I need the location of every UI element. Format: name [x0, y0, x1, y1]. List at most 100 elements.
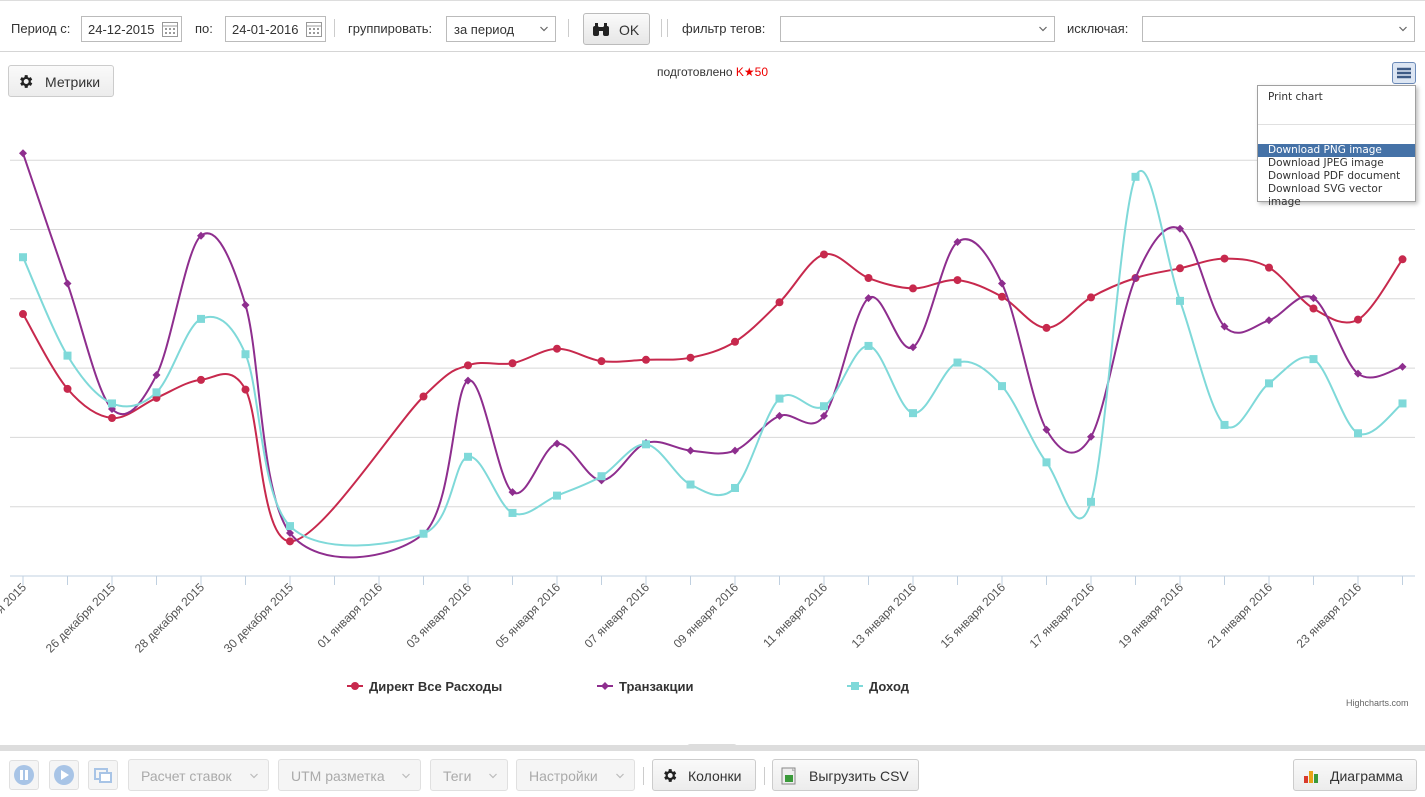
data-point[interactable] [864, 294, 873, 303]
pause-button[interactable] [9, 760, 39, 790]
settings-button[interactable]: Настройки [516, 759, 635, 791]
data-point[interactable] [286, 529, 294, 538]
data-point[interactable] [642, 355, 650, 364]
data-point[interactable] [419, 529, 428, 538]
diagram-button[interactable]: Диаграмма [1293, 759, 1417, 791]
data-point[interactable] [1398, 399, 1407, 408]
data-point[interactable] [1265, 316, 1273, 325]
columns-button[interactable]: Колонки [652, 759, 756, 791]
data-point[interactable] [731, 446, 739, 455]
data-point[interactable] [953, 276, 962, 285]
menu-item-print[interactable]: Print chart [1268, 91, 1323, 103]
data-point[interactable] [63, 384, 72, 393]
data-point[interactable] [1265, 379, 1273, 388]
data-point[interactable] [553, 344, 561, 353]
data-point[interactable] [286, 522, 294, 531]
data-point[interactable] [1265, 263, 1273, 272]
data-point[interactable] [820, 402, 828, 411]
period-to-input[interactable]: 24-01-2016 [225, 16, 326, 42]
data-point[interactable] [1087, 497, 1095, 506]
data-point[interactable] [1042, 425, 1051, 434]
data-point[interactable] [1176, 264, 1184, 273]
data-point[interactable] [241, 385, 250, 394]
data-point[interactable] [1131, 274, 1140, 283]
group-select[interactable]: за период [446, 16, 556, 42]
highcharts-credit[interactable]: Highcharts.com [1346, 698, 1409, 708]
data-point[interactable] [1042, 323, 1051, 332]
data-point[interactable] [953, 358, 962, 367]
data-point[interactable] [464, 452, 472, 461]
copy-button[interactable] [88, 760, 118, 790]
data-point[interactable] [1087, 432, 1095, 441]
data-point[interactable] [909, 284, 917, 293]
menu-item-download-jpeg[interactable]: Download JPEG image [1268, 157, 1384, 169]
data-point[interactable] [19, 149, 27, 158]
exclude-select[interactable] [1142, 16, 1415, 42]
data-point[interactable] [108, 399, 116, 408]
metrics-button[interactable]: Метрики [8, 65, 114, 97]
data-point[interactable] [775, 298, 784, 307]
data-point[interactable] [464, 376, 472, 385]
data-point[interactable] [1309, 355, 1318, 364]
data-point[interactable] [731, 483, 739, 492]
calendar-icon[interactable] [305, 20, 323, 38]
data-point[interactable] [419, 392, 428, 401]
data-point[interactable] [1176, 224, 1184, 233]
resize-grip[interactable] [687, 744, 737, 751]
export-csv-button[interactable]: Выгрузить CSV [772, 759, 919, 791]
data-point[interactable] [286, 537, 294, 546]
data-point[interactable] [820, 250, 828, 259]
utm-button[interactable]: UTM разметка [278, 759, 421, 791]
data-point[interactable] [953, 237, 962, 246]
legend-marker[interactable] [851, 682, 859, 690]
data-point[interactable] [1354, 315, 1362, 324]
data-point[interactable] [1087, 293, 1095, 302]
data-point[interactable] [108, 413, 116, 422]
menu-item-download-svg[interactable]: Download SVG vector image [1268, 183, 1383, 208]
data-point[interactable] [998, 292, 1006, 301]
data-point[interactable] [1309, 294, 1318, 303]
data-point[interactable] [1220, 420, 1229, 429]
data-point[interactable] [597, 472, 606, 481]
data-point[interactable] [508, 488, 517, 497]
data-point[interactable] [642, 440, 650, 449]
data-point[interactable] [19, 253, 27, 262]
data-point[interactable] [775, 411, 784, 420]
legend-marker[interactable] [351, 682, 359, 690]
data-point[interactable] [909, 343, 917, 352]
tag-filter-select[interactable] [780, 16, 1055, 42]
data-point[interactable] [1042, 458, 1051, 467]
data-point[interactable] [686, 446, 695, 455]
data-point[interactable] [241, 350, 250, 359]
data-point[interactable] [197, 231, 205, 240]
legend-marker[interactable] [601, 682, 609, 690]
data-point[interactable] [152, 388, 161, 397]
data-point[interactable] [464, 361, 472, 370]
data-point[interactable] [909, 409, 917, 418]
data-point[interactable] [1220, 322, 1229, 331]
data-point[interactable] [864, 274, 873, 283]
data-point[interactable] [597, 357, 606, 366]
data-point[interactable] [775, 394, 784, 403]
data-point[interactable] [553, 439, 561, 448]
period-from-input[interactable]: 24-12-2015 [81, 16, 182, 42]
data-point[interactable] [19, 310, 27, 319]
data-point[interactable] [686, 353, 695, 362]
rates-button[interactable]: Расчет ставок [128, 759, 269, 791]
menu-item-download-png[interactable]: Download PNG image [1258, 144, 1415, 157]
data-point[interactable] [553, 491, 561, 500]
play-button[interactable] [49, 760, 79, 790]
data-point[interactable] [731, 337, 739, 346]
data-point[interactable] [1220, 254, 1229, 263]
tags-button[interactable]: Теги [430, 759, 508, 791]
data-point[interactable] [1176, 296, 1184, 305]
menu-item-download-pdf[interactable]: Download PDF document [1268, 170, 1401, 182]
data-point[interactable] [197, 375, 205, 384]
calendar-icon[interactable] [161, 20, 179, 38]
data-point[interactable] [63, 351, 72, 360]
data-point[interactable] [1309, 304, 1318, 313]
data-point[interactable] [1398, 362, 1407, 371]
data-point[interactable] [864, 341, 873, 350]
data-point[interactable] [508, 359, 517, 368]
data-point[interactable] [1398, 255, 1407, 264]
